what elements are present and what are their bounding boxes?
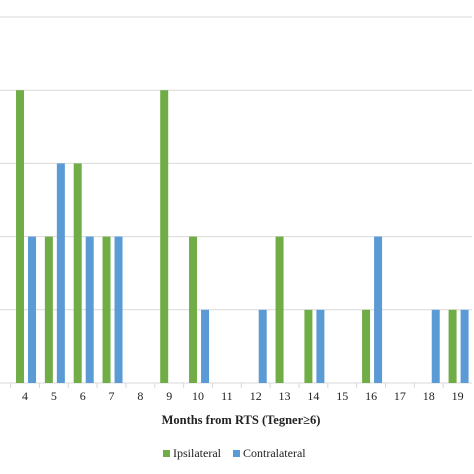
x-tick-label: 11 bbox=[221, 389, 233, 403]
x-tick-label: 10 bbox=[192, 389, 204, 403]
bar bbox=[258, 309, 267, 383]
bar bbox=[16, 90, 25, 383]
bar bbox=[304, 309, 313, 383]
x-tick-label: 4 bbox=[22, 389, 28, 403]
bar bbox=[44, 236, 53, 383]
x-tick-label: 18 bbox=[423, 389, 435, 403]
bar bbox=[374, 236, 383, 383]
x-tick-label: 14 bbox=[307, 389, 319, 403]
bar bbox=[275, 236, 284, 383]
x-axis-title: Months from RTS (Tegner≥6) bbox=[162, 413, 321, 427]
x-tick-label: 5 bbox=[51, 389, 57, 403]
legend-label: Contralateral bbox=[243, 446, 306, 460]
x-tick-label: 17 bbox=[394, 389, 406, 403]
bar bbox=[316, 309, 325, 383]
x-tick-label: 9 bbox=[166, 389, 172, 403]
bar bbox=[114, 236, 123, 383]
bar bbox=[362, 309, 371, 383]
x-tick-label: 13 bbox=[279, 389, 291, 403]
bar bbox=[201, 309, 210, 383]
bar bbox=[73, 163, 82, 383]
bar bbox=[189, 236, 198, 383]
x-tick-label: 12 bbox=[250, 389, 262, 403]
legend-label: Ipsilateral bbox=[173, 446, 222, 460]
bar bbox=[102, 236, 111, 383]
bar bbox=[85, 236, 94, 383]
x-tick-label: 6 bbox=[80, 389, 86, 403]
legend-swatch bbox=[232, 450, 240, 457]
legend-swatch bbox=[163, 450, 170, 457]
bar bbox=[448, 309, 457, 383]
x-tick-label: 8 bbox=[137, 389, 143, 403]
bar bbox=[160, 90, 169, 383]
x-tick-label: 15 bbox=[336, 389, 348, 403]
x-tick-label: 7 bbox=[109, 389, 115, 403]
x-tick-label: 16 bbox=[365, 389, 377, 403]
bar bbox=[28, 236, 37, 383]
bar bbox=[431, 309, 440, 383]
bar bbox=[460, 309, 469, 383]
x-tick-label: 19 bbox=[452, 389, 464, 403]
bar bbox=[56, 163, 65, 383]
